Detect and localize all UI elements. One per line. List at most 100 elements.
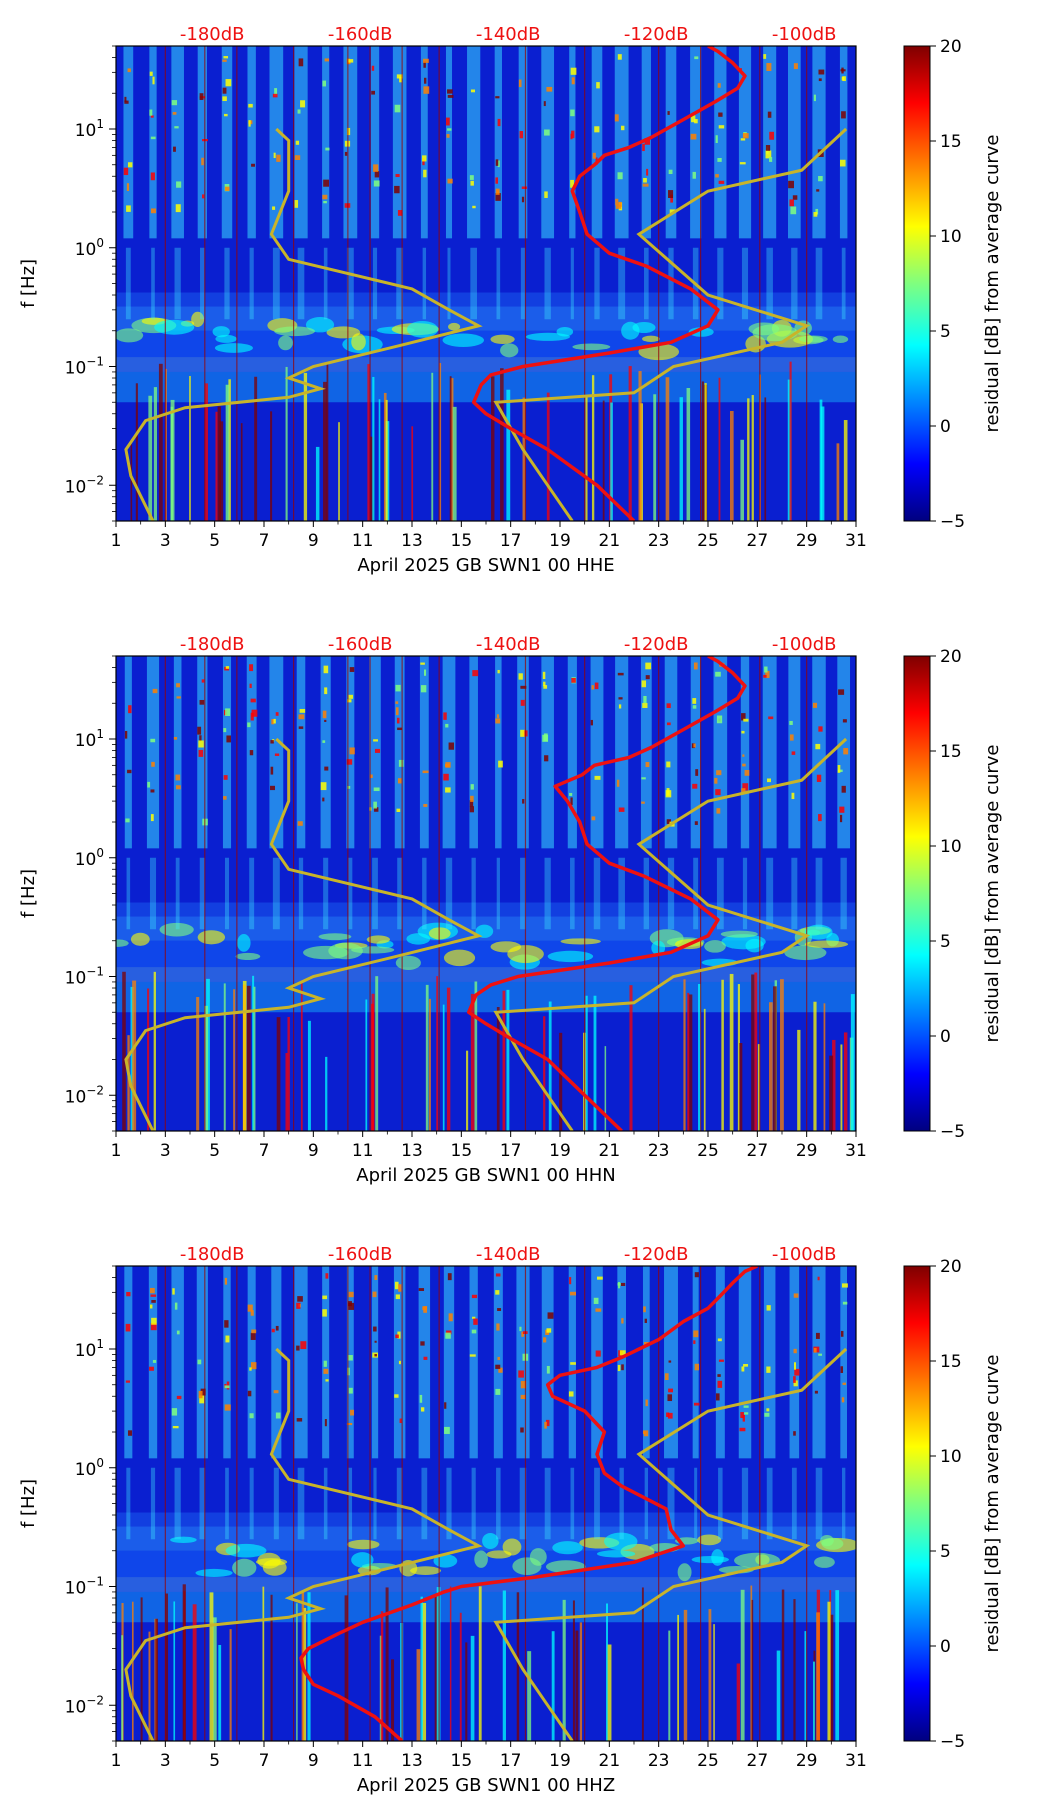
db-axis-label: -160dB xyxy=(328,24,393,45)
heatmap-transient xyxy=(502,1590,506,1741)
heatmap-day-column xyxy=(541,1266,554,1459)
heatmap-speckle xyxy=(448,1313,453,1322)
heatmap-day-plume xyxy=(346,247,354,320)
heatmap-speckle xyxy=(199,1395,205,1404)
heatmap-speckle xyxy=(149,1287,155,1294)
heatmap-transient xyxy=(843,1032,848,1131)
heatmap-speckle xyxy=(147,781,151,788)
heatmap-speckle xyxy=(198,1390,203,1399)
heatmap-day-column xyxy=(370,46,380,239)
heatmap-speckle xyxy=(127,162,133,168)
heatmap-transient xyxy=(217,406,221,521)
heatmap-speckle xyxy=(594,775,601,780)
heatmap-speckle xyxy=(324,58,330,62)
heatmap-day-column xyxy=(591,1266,603,1459)
noise-model-line-1 xyxy=(124,1347,483,1741)
heatmap-speckle xyxy=(815,1332,820,1339)
heatmap-speckle xyxy=(325,1273,329,1279)
heatmap-speckle xyxy=(324,719,327,722)
heatmap-day-plume xyxy=(766,247,773,320)
heatmap-speckle xyxy=(149,71,153,76)
heatmap-transient xyxy=(591,375,595,521)
heatmap-day-plume xyxy=(496,1467,501,1540)
heatmap-day-plume xyxy=(199,1467,206,1540)
heatmap-transient xyxy=(610,402,613,521)
heatmap-speckle xyxy=(445,1332,451,1339)
heatmap-speckle xyxy=(150,1322,157,1331)
heatmap-transient xyxy=(638,371,642,521)
heatmap-day-column xyxy=(839,46,848,239)
heatmap-day-plume xyxy=(544,857,551,930)
panel-2: 1 3 5 7 9 11 13 15 17 19 21 23 25 27 29 3110110010−110−… xyxy=(18,634,1003,1186)
heatmap-blob xyxy=(130,932,150,946)
spectrogram-heatmap xyxy=(116,46,856,521)
colorbar-tick-label: 5 xyxy=(940,1542,951,1562)
heatmap-speckle xyxy=(395,1294,400,1300)
heatmap-blob xyxy=(474,1550,488,1568)
heatmap-speckle xyxy=(398,759,404,767)
heatmap-day-plume xyxy=(224,857,230,930)
heatmap-blob xyxy=(278,335,293,351)
heatmap-speckle xyxy=(816,774,822,782)
heatmap-day-column xyxy=(617,1266,626,1459)
heatmap-speckle xyxy=(176,181,182,188)
heatmap-speckle xyxy=(124,100,129,104)
db-axis-label: -100dB xyxy=(772,24,837,45)
heatmap-speckle xyxy=(669,209,676,214)
heatmap-blob xyxy=(572,343,611,351)
heatmap-blob xyxy=(784,945,827,961)
heatmap-transient xyxy=(750,1585,753,1741)
heatmap-transient xyxy=(270,411,273,521)
heatmap-speckle xyxy=(643,1306,646,1313)
heatmap-transient xyxy=(835,1590,840,1741)
panel-1: 1 3 5 7 9 11 13 15 17 19 21 23 25 27 29 3110110010−110−… xyxy=(18,24,1003,576)
heatmap-speckle xyxy=(172,1288,175,1295)
heatmap-speckle xyxy=(570,109,575,117)
heatmap-speckle xyxy=(520,685,527,689)
heatmap-speckle xyxy=(373,180,380,187)
colorbar-tick-label: 15 xyxy=(940,742,962,762)
heatmap-day-plume xyxy=(717,247,724,320)
heatmap-blob xyxy=(604,1532,638,1551)
heatmap-speckle xyxy=(618,704,622,709)
heatmap-speckle xyxy=(742,783,749,791)
heatmap-blob xyxy=(547,950,594,963)
heatmap-day-plume xyxy=(200,247,205,320)
heatmap-transient xyxy=(629,985,633,1131)
heatmap-transient xyxy=(287,1016,290,1131)
heatmap-speckle xyxy=(249,750,254,756)
heatmap-speckle xyxy=(813,211,818,217)
heatmap-day-column xyxy=(518,46,528,239)
heatmap-band xyxy=(116,1591,856,1623)
heatmap-speckle xyxy=(789,199,794,207)
heatmap-speckle xyxy=(445,117,450,126)
heatmap-transient xyxy=(840,1044,843,1131)
colorbar-tick-label: 0 xyxy=(940,1637,951,1657)
heatmap-speckle xyxy=(398,1360,401,1365)
heatmap-day-column xyxy=(494,46,502,239)
heatmap-transient xyxy=(668,1630,671,1741)
heatmap-day-plume xyxy=(544,247,551,320)
heatmap-speckle xyxy=(470,784,474,790)
heatmap-speckle xyxy=(447,94,454,98)
heatmap-speckle xyxy=(323,1360,327,1367)
x-tick-label: 9 xyxy=(308,1141,319,1161)
heatmap-speckle xyxy=(150,208,156,214)
x-tick-label: 3 xyxy=(160,1751,171,1771)
heatmap-transient xyxy=(751,1599,754,1741)
heatmap-transient xyxy=(436,976,439,1131)
heatmap-speckle xyxy=(518,673,523,680)
heatmap-speckle xyxy=(469,1354,476,1357)
heatmap-speckle xyxy=(693,1340,696,1344)
heatmap-transient xyxy=(830,1614,834,1741)
heatmap-blob xyxy=(677,1563,692,1582)
heatmap-day-column xyxy=(614,46,629,239)
heatmap-speckle xyxy=(250,698,256,703)
heatmap-speckle xyxy=(250,1362,257,1370)
heatmap-speckle xyxy=(571,77,575,85)
heatmap-speckle xyxy=(791,751,796,755)
heatmap-speckle xyxy=(520,699,525,706)
heatmap-speckle xyxy=(520,1427,524,1433)
heatmap-speckle xyxy=(544,191,548,198)
heatmap-speckle xyxy=(297,821,303,826)
